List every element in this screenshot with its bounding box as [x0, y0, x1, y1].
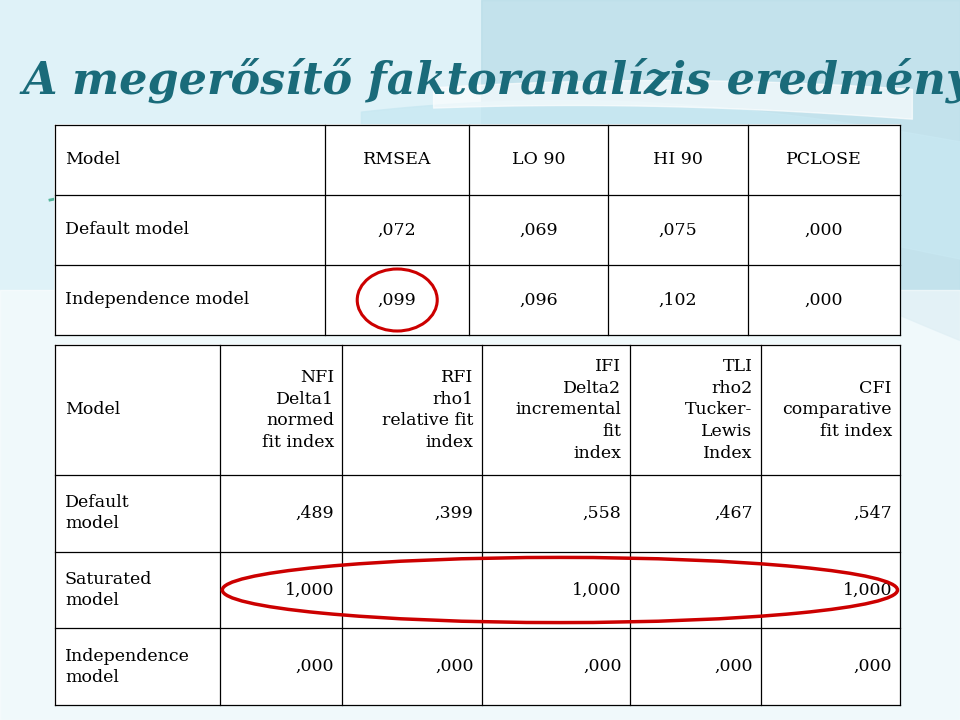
Text: 1,000: 1,000: [843, 582, 892, 598]
Text: ,000: ,000: [583, 658, 622, 675]
Text: ,399: ,399: [435, 505, 473, 522]
Bar: [55, 345, 900, 705]
Text: PCLOSE: PCLOSE: [786, 151, 862, 168]
Text: ,000: ,000: [435, 658, 473, 675]
Text: ,075: ,075: [659, 222, 698, 238]
Text: Independence
model: Independence model: [65, 648, 190, 685]
Text: Model: Model: [65, 402, 120, 418]
Text: RFI
rho1
relative fit
index: RFI rho1 relative fit index: [382, 369, 473, 451]
Text: Default
model: Default model: [65, 495, 130, 532]
Text: IFI
Delta2
incremental
fit
index: IFI Delta2 incremental fit index: [516, 359, 622, 462]
Text: ,558: ,558: [583, 505, 622, 522]
Text: ,547: ,547: [853, 505, 892, 522]
Text: Saturated
model: Saturated model: [65, 571, 153, 609]
Text: 1,000: 1,000: [572, 582, 622, 598]
Text: ,000: ,000: [804, 292, 843, 308]
Text: A megerősítő faktoranalízis eredménye:: A megerősítő faktoranalízis eredménye:: [22, 58, 960, 103]
Text: NFI
Delta1
normed
fit index: NFI Delta1 normed fit index: [262, 369, 334, 451]
Text: ,000: ,000: [804, 222, 843, 238]
Text: Default model: Default model: [65, 222, 189, 238]
Text: ,069: ,069: [519, 222, 558, 238]
Text: CFI
comparative
fit index: CFI comparative fit index: [782, 380, 892, 440]
Text: ,099: ,099: [378, 292, 417, 308]
Text: ,000: ,000: [296, 658, 334, 675]
Text: TLI
rho2
Tucker-
Lewis
Index: TLI rho2 Tucker- Lewis Index: [685, 359, 753, 462]
Text: ,102: ,102: [659, 292, 698, 308]
Text: RMSEA: RMSEA: [363, 151, 431, 168]
Text: ,467: ,467: [714, 505, 753, 522]
Bar: [55, 125, 900, 335]
Text: HI 90: HI 90: [653, 151, 703, 168]
Text: Independence model: Independence model: [65, 292, 250, 308]
Text: ,489: ,489: [296, 505, 334, 522]
Text: ,096: ,096: [519, 292, 558, 308]
Text: ,000: ,000: [853, 658, 892, 675]
Text: Model: Model: [65, 151, 120, 168]
Text: ,000: ,000: [714, 658, 753, 675]
Text: 1,000: 1,000: [285, 582, 334, 598]
Text: LO 90: LO 90: [512, 151, 565, 168]
Text: ,072: ,072: [378, 222, 417, 238]
